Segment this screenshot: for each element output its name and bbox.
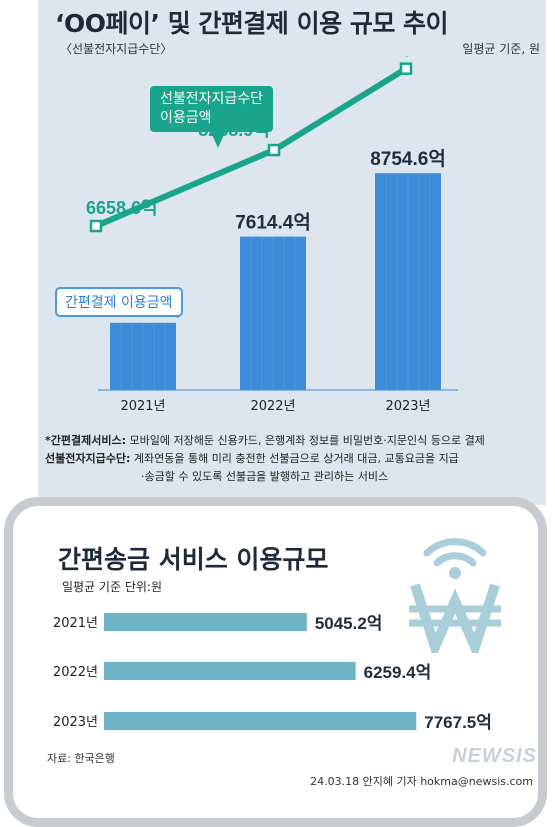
footnote-text: 모바일에 저장해둔 신용카드, 은행계좌 정보를 비밀번호·지문인식 등으로 결…: [129, 434, 485, 447]
footnote-text: ·송금할 수 있도록 선불금을 발행하고 관리하는 서비스: [141, 470, 389, 483]
hbar: [104, 662, 356, 680]
line-value-label: 1조34.5억: [332, 56, 410, 59]
footnotes: *간편결제서비스: 모바일에 저장해둔 신용카드, 은행계좌 정보를 비밀번호·…: [45, 432, 485, 486]
hbar: [104, 712, 417, 730]
footnote-prepaid-cont: ·송금할 수 있도록 선불금을 발행하고 관리하는 서비스: [45, 468, 485, 486]
y-tick-label: 2021년: [53, 616, 98, 631]
hbar-value-label: 5045.2억: [315, 614, 383, 633]
line-point: [267, 143, 281, 157]
top-combo-chart: 6065.4억2021년7614.4억2022년8754.6억2023년6658…: [86, 56, 458, 414]
chart-unit: 일평균 기준, 원: [462, 42, 540, 56]
easy-pay-callout: 간편결제 이용금액: [55, 287, 183, 317]
x-tick-label: 2022년: [250, 399, 295, 414]
won-sign-wifi-icon: [409, 538, 501, 653]
x-tick-label: 2023년: [385, 399, 430, 414]
y-tick-label: 2022년: [53, 665, 98, 680]
bottom-chart-title: 간편송금 서비스 이용규모: [58, 545, 329, 574]
line-point: [399, 62, 413, 75]
bar-value-label: 8754.6억: [370, 148, 446, 170]
bottom-hbar-chart: 2021년 5045.2억 2022년 6259.4억 2023년 7767.5억: [53, 613, 492, 732]
prepaid-callout-text: 선불전자지급수단 이용금액: [160, 91, 264, 126]
line-point: [89, 219, 103, 233]
source-note: 자료: 한국은행: [47, 752, 115, 765]
hbar-value-label: 6259.4억: [364, 663, 432, 682]
newsis-logo: NEWSIS: [452, 745, 537, 767]
hbar-value-label: 7767.5억: [424, 713, 492, 732]
y-tick-label: 2023년: [53, 715, 98, 730]
callout-pointer: [210, 130, 226, 148]
hbar: [104, 613, 307, 631]
prepaid-callout: 선불전자지급수단 이용금액: [150, 86, 274, 132]
credit-line: 24.03.18 안지혜 기자 hokma@newsis.com: [310, 775, 533, 788]
footnote-term: 선불전자지급수단:: [45, 452, 131, 465]
footnote-prepaid: 선불전자지급수단: 계좌연동을 통해 미리 충전한 선불금으로 상거래 대금, …: [45, 450, 485, 468]
line-value-label: 6658.6억: [86, 198, 158, 218]
footnote-term: *간편결제서비스:: [45, 434, 126, 447]
footnote-text: 계좌연동을 통해 미리 충전한 선불금으로 상거래 대금, 교통요금을 지급: [133, 452, 459, 465]
bottom-chart-subtitle: 일평균 기준 단위:원: [62, 580, 162, 594]
chart-subtitle: 〈선불전자지급수단〉: [60, 42, 173, 56]
footnote-easy-pay: *간편결제서비스: 모바일에 저장해둔 신용카드, 은행계좌 정보를 비밀번호·…: [45, 432, 485, 450]
bar-value-label: 7614.4억: [235, 212, 311, 234]
chart-title: ‘OO페이’ 및 간편결제 이용 규모 추이: [55, 9, 449, 38]
x-tick-label: 2021년: [120, 399, 165, 414]
